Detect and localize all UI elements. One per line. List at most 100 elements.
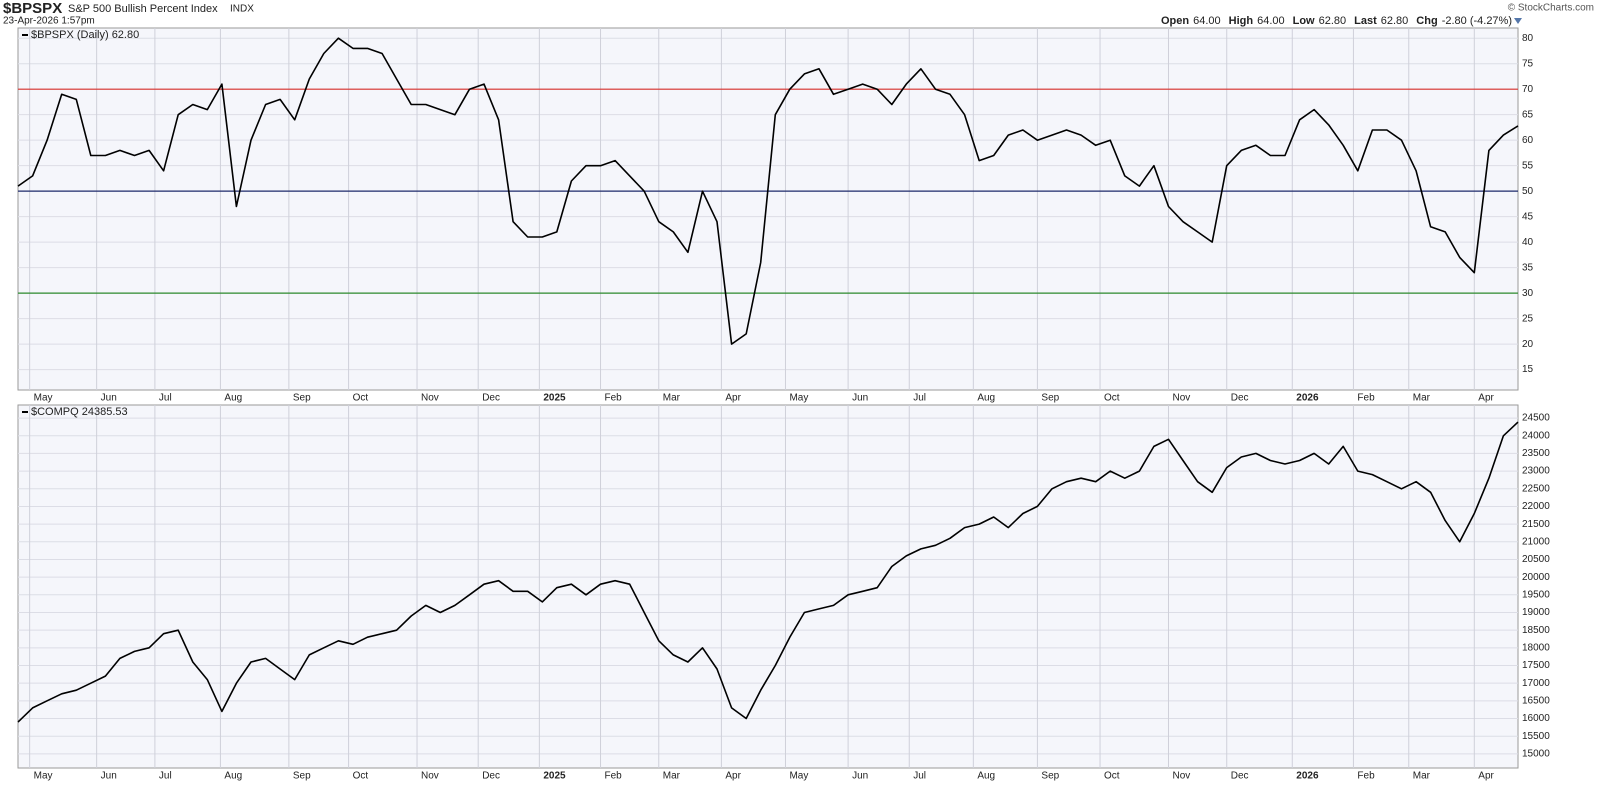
x-tick-label: Dec	[1231, 771, 1249, 782]
y-tick-label: 60	[1522, 135, 1534, 146]
y-tick-label: 70	[1522, 84, 1534, 95]
y-tick-label: 24500	[1522, 413, 1550, 424]
y-tick-label: 18500	[1522, 625, 1550, 636]
x-tick-label: Nov	[1172, 771, 1190, 782]
x-tick-label: Nov	[421, 393, 439, 404]
x-tick-label: 2026	[1296, 393, 1319, 404]
quote-value: -2.80 (-4.27%)	[1442, 15, 1512, 27]
x-tick-label: Mar	[663, 393, 681, 404]
x-tick-label: Oct	[1104, 771, 1120, 782]
x-tick-label: Apr	[1478, 393, 1494, 404]
x-tick-label: Oct	[353, 393, 369, 404]
x-tick-label: May	[34, 393, 53, 404]
x-tick-label: Jul	[159, 771, 172, 782]
x-tick-label: Sep	[293, 771, 311, 782]
y-tick-label: 35	[1522, 262, 1534, 273]
x-tick-label: Oct	[1104, 393, 1120, 404]
x-tick-label: Aug	[224, 393, 242, 404]
x-tick-label: Oct	[353, 771, 369, 782]
quote-label: Low	[1293, 15, 1315, 27]
x-tick-label: Mar	[1413, 393, 1431, 404]
x-tick-label: 2025	[543, 771, 566, 782]
x-tick-label: May	[34, 771, 53, 782]
x-tick-label: Aug	[224, 771, 242, 782]
y-tick-label: 21000	[1522, 536, 1550, 547]
x-tick-label: Mar	[663, 771, 681, 782]
x-tick-label: May	[789, 393, 808, 404]
data-line	[17, 37, 1519, 345]
x-tick-label: Dec	[1231, 393, 1249, 404]
quote-label: Chg	[1416, 15, 1437, 27]
y-tick-label: 16000	[1522, 713, 1550, 724]
quote-value: 62.80	[1381, 15, 1409, 27]
y-tick-label: 20000	[1522, 572, 1550, 583]
x-tick-label: Jun	[101, 393, 117, 404]
y-tick-label: 65	[1522, 109, 1534, 120]
y-tick-label: 24000	[1522, 430, 1550, 441]
quote-value: 64.00	[1193, 15, 1221, 27]
y-tick-label: 30	[1522, 288, 1534, 299]
x-tick-label: May	[789, 771, 808, 782]
quote-label: High	[1229, 15, 1254, 27]
y-tick-label: 22000	[1522, 501, 1550, 512]
y-tick-label: 15500	[1522, 731, 1550, 742]
y-tick-label: 18000	[1522, 642, 1550, 653]
x-tick-label: Jun	[101, 771, 117, 782]
quote-label: Last	[1354, 15, 1377, 27]
y-tick-label: 19500	[1522, 589, 1550, 600]
exchange: INDX	[230, 4, 254, 15]
y-tick-label: 23500	[1522, 448, 1550, 459]
symbol: $BPSPX	[3, 0, 62, 17]
y-tick-label: 50	[1522, 186, 1534, 197]
x-tick-label: Jul	[159, 393, 172, 404]
y-tick-label: 80	[1522, 33, 1534, 44]
y-tick-label: 20500	[1522, 554, 1550, 565]
x-tick-label: Feb	[1357, 771, 1375, 782]
timestamp: 23-Apr-2026 1:57pm	[3, 16, 95, 27]
source: © StockCharts.com	[1508, 3, 1594, 14]
dropdown-icon	[1514, 18, 1522, 24]
y-tick-label: 55	[1522, 160, 1534, 171]
legend-label: $COMPQ 24385.53	[31, 406, 128, 418]
x-tick-label: Apr	[725, 771, 741, 782]
x-tick-label: Jul	[913, 393, 926, 404]
y-tick-label: 25	[1522, 313, 1534, 324]
x-tick-label: Nov	[421, 771, 439, 782]
x-tick-label: Dec	[482, 393, 500, 404]
y-tick-label: 23000	[1522, 466, 1550, 477]
y-tick-label: 17000	[1522, 678, 1550, 689]
quote-value: 62.80	[1319, 15, 1347, 27]
x-tick-label: Feb	[605, 771, 623, 782]
y-tick-label: 22500	[1522, 483, 1550, 494]
y-tick-label: 21500	[1522, 519, 1550, 530]
y-tick-label: 75	[1522, 58, 1534, 69]
x-tick-label: Feb	[1357, 393, 1375, 404]
x-tick-label: Jun	[852, 393, 868, 404]
x-tick-label: Apr	[1478, 771, 1494, 782]
quote-label: Open	[1161, 15, 1189, 27]
x-tick-label: Dec	[482, 771, 500, 782]
data-line	[17, 421, 1519, 723]
x-tick-label: Jun	[852, 771, 868, 782]
x-tick-label: Feb	[605, 393, 623, 404]
x-tick-label: Sep	[1041, 771, 1059, 782]
y-tick-label: 19000	[1522, 607, 1550, 618]
y-tick-label: 20	[1522, 339, 1534, 350]
x-tick-label: Aug	[977, 771, 995, 782]
plot-area	[17, 404, 1519, 769]
quote-value: 64.00	[1257, 15, 1285, 27]
x-tick-label: Sep	[1041, 393, 1059, 404]
x-tick-label: 2026	[1296, 771, 1319, 782]
x-tick-label: 2025	[543, 393, 566, 404]
plot-area	[17, 27, 1519, 391]
x-tick-label: Sep	[293, 393, 311, 404]
x-tick-label: Apr	[725, 393, 741, 404]
x-tick-label: Mar	[1413, 771, 1431, 782]
x-tick-label: Jul	[913, 771, 926, 782]
x-tick-label: Aug	[977, 393, 995, 404]
legend-label: $BPSPX (Daily) 62.80	[31, 29, 139, 41]
y-tick-label: 45	[1522, 211, 1534, 222]
y-tick-label: 17500	[1522, 660, 1550, 671]
